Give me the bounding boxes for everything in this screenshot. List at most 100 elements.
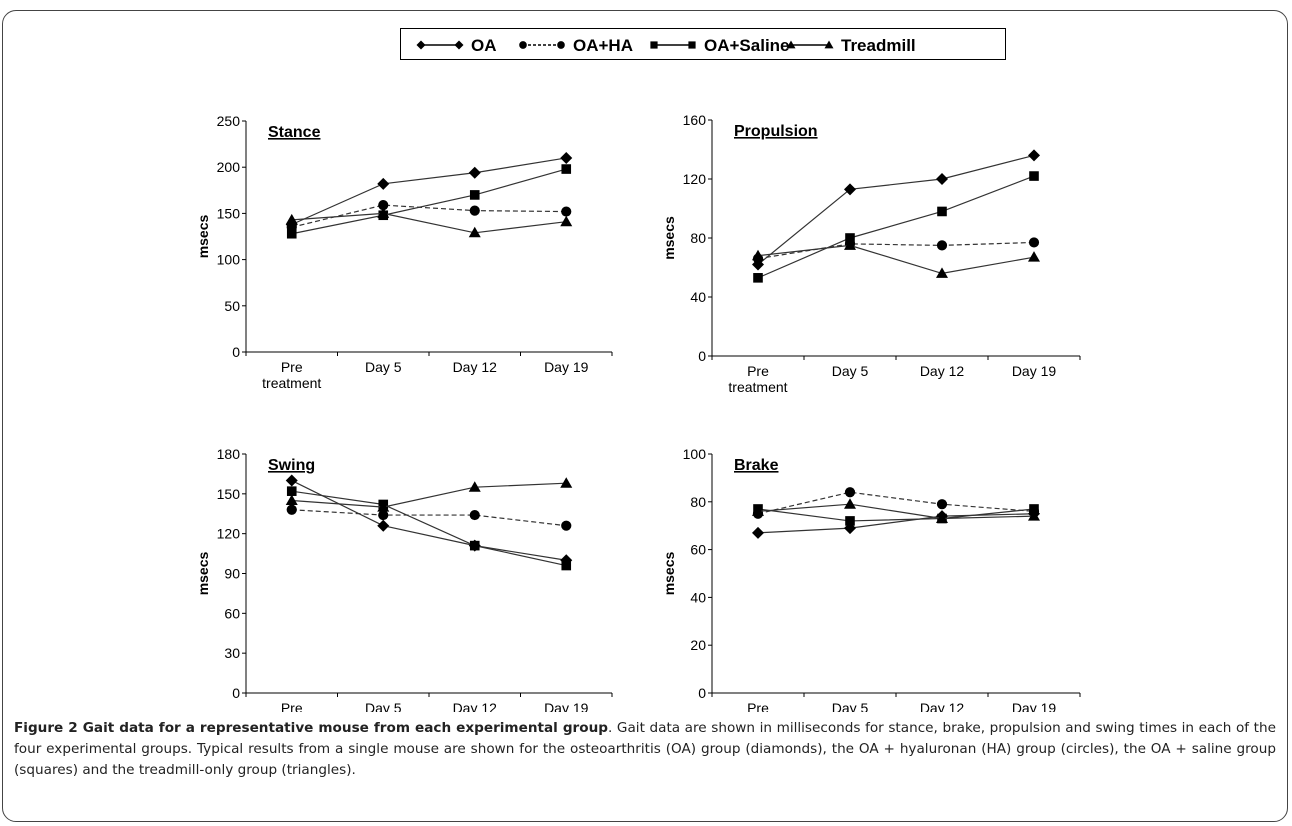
data-point-oa-ha — [378, 509, 389, 521]
data-point-treadmill — [560, 215, 573, 227]
x-tick-label: Day 5 — [365, 359, 402, 375]
y-axis-label: msecs — [661, 551, 677, 595]
legend-marker-oa-ha — [519, 41, 527, 49]
legend-marker-treadmill — [786, 40, 796, 49]
series-line-oa-saline — [291, 168, 567, 235]
data-point-treadmill — [377, 501, 390, 512]
series-line-oa-ha — [291, 204, 567, 228]
data-point-treadmill — [1028, 251, 1040, 262]
data-point-oa-saline — [469, 540, 480, 551]
y-tick-label: 60 — [690, 542, 706, 558]
data-point-oa-saline — [469, 190, 480, 200]
data-point-oa-saline — [845, 233, 855, 243]
legend-marker-oa-saline — [688, 41, 696, 49]
data-point-oa — [377, 519, 390, 532]
chart-legend: OA OA+HA OA+Saline Treadmill — [400, 28, 1006, 60]
data-point-treadmill — [560, 477, 573, 488]
figure-caption: Figure 2 Gait data for a representative … — [14, 718, 1276, 781]
data-point-oa-ha — [469, 509, 480, 521]
data-point-treadmill — [285, 494, 298, 505]
data-point-treadmill — [752, 505, 764, 516]
data-point-oa-saline — [845, 516, 855, 526]
data-point-oa-saline — [286, 228, 297, 239]
data-point-oa — [560, 151, 573, 164]
y-tick-label: 40 — [690, 289, 706, 305]
series-line-oa-saline — [757, 508, 1035, 522]
x-tick-label: treatment — [262, 375, 321, 391]
y-tick-label: 100 — [217, 252, 241, 268]
x-tick-label: Day 19 — [544, 700, 589, 712]
panel-title: Stance — [268, 124, 321, 141]
y-axis-label: msecs — [195, 214, 211, 258]
y-tick-label: 0 — [232, 344, 240, 360]
x-tick-label: Day 12 — [453, 359, 498, 375]
y-tick-label: 50 — [224, 298, 240, 314]
data-point-oa — [468, 166, 481, 179]
data-point-oa-ha — [936, 499, 948, 510]
y-tick-label: 0 — [232, 685, 240, 701]
series-line-oa-ha — [757, 491, 1035, 515]
data-point-oa — [285, 474, 298, 487]
caption-title: Figure 2 Gait data for a representative … — [14, 720, 609, 736]
y-tick-label: 40 — [690, 589, 706, 605]
y-tick-label: 80 — [690, 230, 706, 246]
x-tick-label: Pre — [281, 700, 303, 712]
series-line-treadmill — [291, 482, 567, 508]
y-tick-label: 120 — [683, 171, 707, 187]
y-tick-label: 180 — [217, 446, 241, 462]
data-point-oa-ha — [561, 520, 572, 531]
data-point-oa — [1028, 149, 1040, 162]
data-point-oa — [752, 258, 764, 271]
series-line-treadmill — [757, 503, 1035, 520]
data-point-oa-ha — [936, 240, 948, 251]
x-tick-label: Day 5 — [365, 700, 402, 712]
y-tick-label: 80 — [690, 494, 706, 510]
panel-title: Brake — [734, 457, 779, 474]
data-point-treadmill — [468, 481, 481, 492]
data-point-oa — [560, 554, 573, 567]
x-tick-label: Day 12 — [453, 700, 498, 712]
series-line-oa — [757, 513, 1035, 534]
data-point-treadmill — [936, 512, 948, 524]
y-tick-label: 160 — [683, 112, 707, 128]
data-point-oa-saline — [561, 164, 572, 174]
legend-label-treadmill: Treadmill — [841, 36, 916, 55]
data-point-oa-saline — [1029, 504, 1039, 514]
legend-label-oa-ha: OA+HA — [573, 36, 633, 55]
x-tick-label: Day 19 — [544, 359, 589, 375]
data-point-oa — [844, 183, 856, 196]
y-tick-label: 60 — [224, 605, 240, 621]
legend-graphic: OA OA+HA OA+Saline Treadmill — [416, 36, 916, 55]
y-tick-label: 30 — [224, 645, 240, 661]
y-tick-label: 120 — [217, 526, 241, 542]
y-tick-label: 250 — [217, 113, 241, 129]
series-line-oa — [291, 480, 567, 561]
data-point-oa-ha — [469, 205, 480, 216]
data-point-oa-ha — [844, 487, 856, 498]
series-line-treadmill — [757, 244, 1035, 275]
legend-marker-oa-ha — [557, 41, 565, 49]
x-tick-label: Day 19 — [1012, 363, 1057, 379]
data-point-oa-ha — [561, 206, 572, 217]
data-point-oa-ha — [378, 199, 389, 211]
legend-label-oa: OA — [471, 36, 497, 55]
x-tick-label: Day 5 — [832, 700, 869, 712]
data-point-oa — [377, 177, 390, 190]
y-tick-label: 100 — [683, 446, 707, 462]
data-point-treadmill — [468, 226, 481, 238]
y-tick-label: 150 — [217, 486, 241, 502]
data-point-treadmill — [936, 267, 948, 278]
series-line-oa — [757, 154, 1035, 266]
y-tick-label: 150 — [217, 205, 241, 221]
x-tick-label: Day 12 — [920, 363, 965, 379]
x-tick-label: treatment — [728, 379, 787, 395]
data-point-oa — [936, 173, 948, 185]
y-tick-label: 90 — [224, 566, 240, 582]
x-tick-label: Pre — [747, 700, 769, 712]
data-point-oa-saline — [561, 560, 572, 571]
x-tick-label: Pre — [281, 359, 303, 375]
data-point-treadmill — [285, 213, 298, 225]
